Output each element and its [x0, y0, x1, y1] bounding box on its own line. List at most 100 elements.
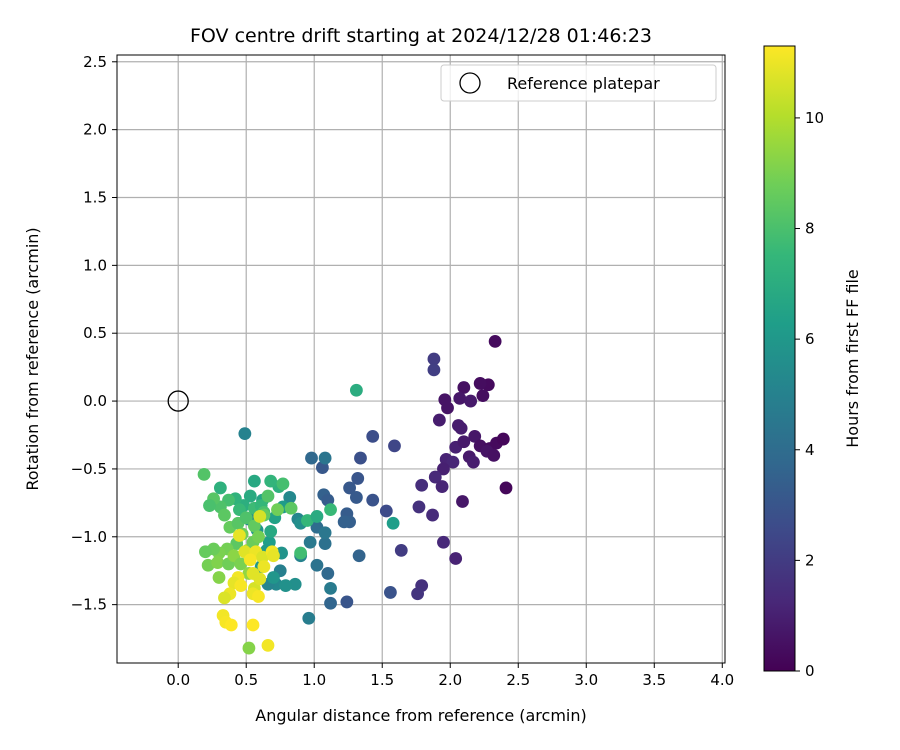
data-point	[379, 504, 393, 518]
data-point	[488, 334, 502, 348]
data-point	[428, 470, 442, 484]
data-point	[213, 481, 227, 495]
reference-platepar-group	[167, 390, 189, 412]
data-point	[310, 510, 324, 523]
legend: Reference platepar	[440, 64, 717, 102]
colorbar-tick-label: 8	[805, 220, 815, 238]
data-point	[303, 535, 317, 549]
data-point	[386, 516, 400, 530]
plot-frame	[116, 54, 726, 664]
data-point	[218, 591, 231, 605]
data-point	[432, 413, 446, 427]
data-point	[261, 489, 275, 503]
data-point	[435, 480, 449, 493]
data-point	[487, 448, 501, 462]
data-point	[239, 511, 253, 525]
x-axis-label: Angular distance from reference (arcmin)	[255, 706, 586, 725]
data-point	[426, 508, 439, 522]
colorbar-tick-label: 4	[805, 441, 815, 459]
colorbar-tick-label: 10	[805, 109, 824, 127]
data-point	[318, 537, 332, 550]
data-point	[218, 508, 231, 522]
data-point	[366, 429, 380, 443]
data-point	[261, 638, 275, 652]
data-point	[253, 572, 267, 586]
data-point	[412, 500, 426, 514]
y-tick-label: 2.0	[83, 121, 107, 139]
y-tick-label: −1.0	[71, 528, 107, 546]
data-point	[252, 590, 265, 603]
data-point	[466, 455, 480, 469]
y-axis-label: Rotation from reference (arcmin)	[23, 227, 42, 490]
plot-area: 0.0 0.5 1.0 1.5 2.0 2.5 3.0 3.5 4.0 −1.5 −1.0 −0.5…	[71, 53, 735, 689]
x-axis-ticks: 0.0 0.5 1.0 1.5 2.0 2.5 3.0 3.5 4.0	[166, 663, 734, 689]
reference-platepar-marker	[167, 390, 189, 412]
colorbar-tick-label: 2	[805, 551, 815, 569]
colorbar-label: Hours from first FF file	[843, 269, 862, 448]
data-point	[427, 363, 441, 377]
data-point	[352, 549, 366, 563]
data-point	[324, 503, 337, 517]
data-point	[305, 451, 318, 465]
x-tick-label: 1.5	[370, 671, 394, 689]
data-point	[212, 571, 226, 584]
chart-title: FOV centre drift starting at 2024/12/28 …	[190, 25, 652, 47]
data-point	[449, 552, 463, 565]
data-point	[437, 462, 450, 476]
data-point	[243, 489, 257, 503]
colorbar-tick-label: 0	[805, 662, 815, 680]
data-markers	[197, 334, 513, 655]
data-point	[233, 529, 246, 542]
data-point	[321, 567, 335, 580]
y-axis-ticks: −1.5 −1.0 −0.5 0.0 0.5 1.0 1.5 2.0 2.5	[71, 53, 117, 614]
colorbar-tick-label: 6	[805, 330, 815, 348]
x-tick-label: 3.0	[574, 671, 598, 689]
data-point	[324, 581, 337, 595]
data-point	[411, 587, 424, 601]
data-point	[199, 545, 212, 559]
x-tick-label: 0.5	[234, 671, 258, 689]
data-point	[310, 558, 324, 572]
data-point	[343, 481, 356, 495]
data-point	[340, 595, 354, 609]
data-point	[457, 435, 471, 449]
data-point	[464, 394, 478, 408]
x-tick-label: 2.5	[506, 671, 530, 689]
data-point	[415, 478, 429, 492]
colorbar: 0 2 4 6 8 10 Hours from first FF file	[763, 45, 862, 680]
x-tick-label: 2.0	[438, 671, 462, 689]
data-point	[351, 472, 365, 485]
data-point	[354, 451, 367, 465]
data-point	[284, 501, 298, 515]
data-point	[456, 495, 469, 508]
data-point	[242, 641, 256, 655]
data-point	[454, 421, 468, 435]
grid-lines	[117, 55, 725, 663]
data-point	[496, 432, 510, 446]
data-point	[243, 553, 257, 567]
legend-label-reference-platepar: Reference platepar	[507, 74, 660, 93]
data-point	[366, 493, 380, 507]
data-point	[197, 467, 211, 481]
y-tick-label: 0.0	[83, 392, 107, 410]
data-point	[427, 352, 441, 366]
x-tick-label: 0.0	[166, 671, 190, 689]
data-point	[318, 526, 332, 540]
data-point	[257, 560, 271, 574]
data-point	[211, 556, 225, 569]
colorbar-ticks: 0 2 4 6 8 10	[795, 109, 824, 680]
data-point	[264, 524, 278, 538]
data-point	[499, 481, 513, 495]
data-point	[349, 383, 363, 397]
data-point	[349, 491, 363, 504]
x-tick-label: 1.0	[302, 671, 326, 689]
x-tick-label: 3.5	[642, 671, 666, 689]
data-point	[457, 381, 471, 394]
data-point	[276, 477, 290, 491]
data-point	[271, 503, 284, 517]
y-tick-label: −0.5	[71, 460, 107, 478]
data-point	[394, 543, 408, 557]
y-tick-label: 1.0	[83, 256, 107, 274]
data-point	[324, 596, 337, 610]
data-point	[224, 618, 238, 632]
